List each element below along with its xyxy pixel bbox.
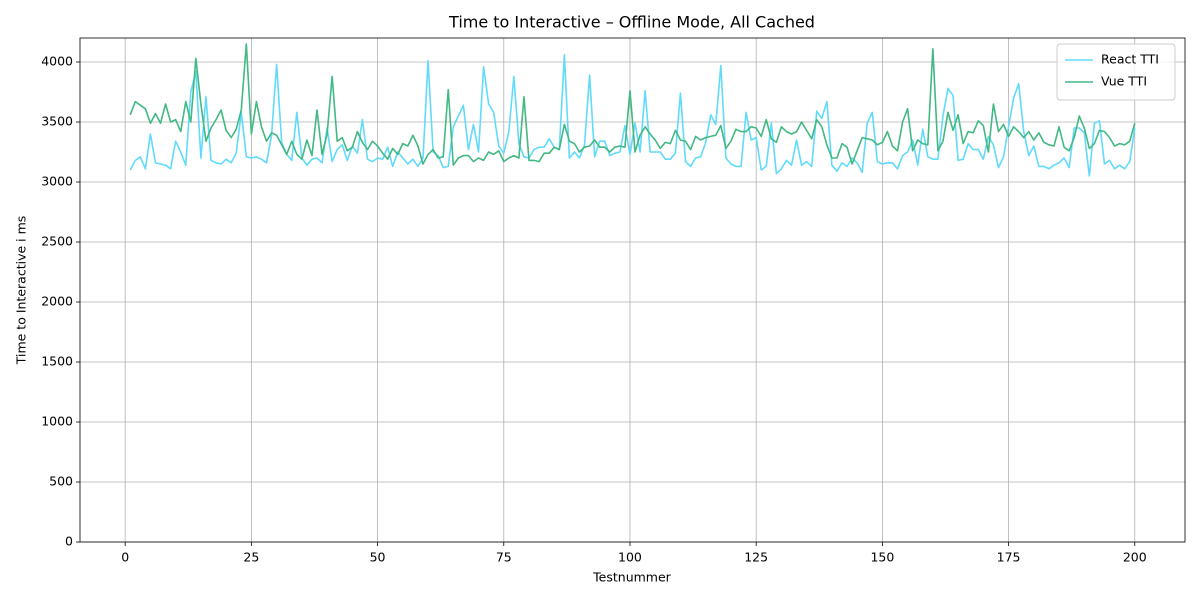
x-tick-label: 0 [121, 550, 129, 565]
chart-title: Time to Interactive – Offline Mode, All … [448, 13, 815, 32]
x-tick-label: 200 [1123, 550, 1147, 565]
y-tick-label: 500 [49, 474, 73, 489]
x-tick-label: 125 [744, 550, 768, 565]
y-tick-label: 1500 [41, 354, 73, 369]
y-tick-label: 3000 [41, 174, 73, 189]
legend: React TTI Vue TTI [1056, 43, 1176, 101]
x-axis-label: Testnummer [592, 570, 672, 585]
x-tick-label: 175 [997, 550, 1021, 565]
y-tick-label: 2000 [41, 294, 73, 309]
plot-frame [79, 37, 1186, 543]
y-tick-label: 2500 [41, 234, 73, 249]
data-line [129, 54, 1136, 177]
x-tick-label: 75 [496, 550, 512, 565]
y-tick-label: 0 [65, 534, 73, 549]
legend-label: React TTI [1101, 52, 1159, 67]
x-tick-label: 100 [618, 550, 642, 565]
x-tick-label: 150 [870, 550, 894, 565]
y-tick-label: 1000 [41, 414, 73, 429]
y-axis-label: Time to Interactive i ms [14, 216, 29, 366]
data-line [129, 43, 1136, 166]
legend-label: Vue TTI [1101, 74, 1147, 89]
legend-box [1056, 43, 1176, 101]
y-tick-label: 4000 [41, 54, 73, 69]
x-tick-label: 25 [243, 550, 259, 565]
y-tick-label: 3500 [41, 114, 73, 129]
x-tick-label: 50 [370, 550, 386, 565]
